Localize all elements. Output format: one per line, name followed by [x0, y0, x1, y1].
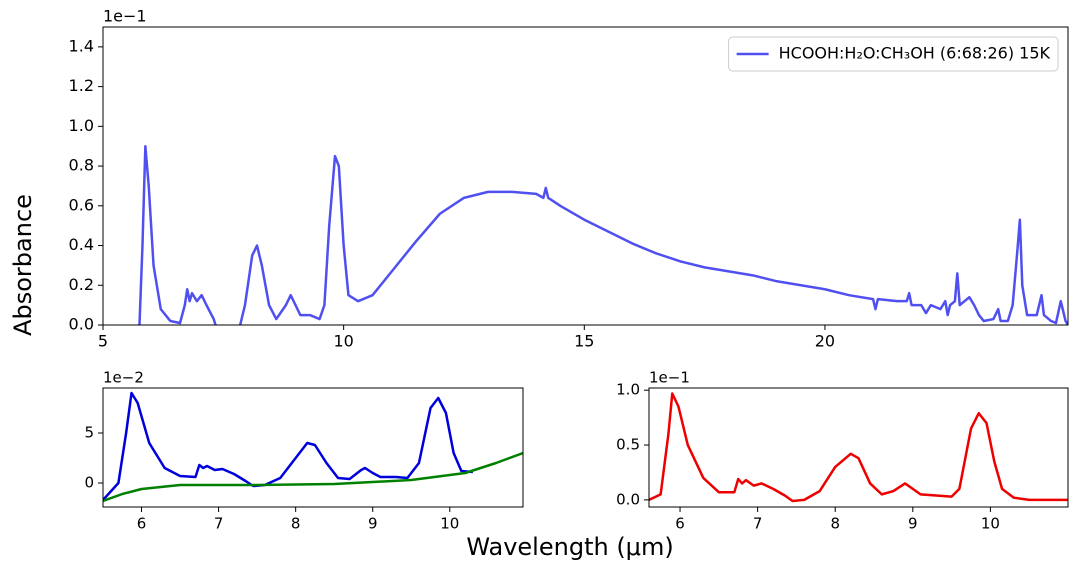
y-tick-label: 1.2	[69, 76, 94, 95]
subplot: 5 10 15 20 0.0 0.2 0.4 0.6 0.8 1.0 1.2 1.4 1e−1 HCOOH…	[69, 7, 1069, 351]
y-tick-label: 0.4	[69, 235, 94, 254]
x-tick-label: 15	[574, 332, 594, 351]
y-offset-label: 1e−2	[103, 369, 144, 387]
y-tick-label: 0	[84, 474, 94, 492]
x-tick-label: 8	[830, 515, 840, 533]
x-tick-label: 8	[291, 515, 301, 533]
x-tick-label: 5	[98, 332, 108, 351]
y-offset-label: 1e−1	[103, 7, 147, 26]
legend-label: HCOOH:H₂O:CH₃OH (6:68:26) 15K	[779, 44, 1051, 63]
x-tick-label: 6	[675, 515, 685, 533]
y-tick-label: 0.6	[69, 195, 94, 214]
subplot: 6 7 8 9 10 0.0 0.5 1.0 1e−1	[616, 369, 1069, 533]
x-tick-label: 7	[214, 515, 224, 533]
x-tick-label: 7	[753, 515, 763, 533]
axes-frame	[648, 387, 1069, 508]
y-tick-label: 0.2	[69, 275, 94, 294]
y-tick-label: 5	[84, 424, 94, 442]
legend: HCOOH:H₂O:CH₃OH (6:68:26) 15K	[728, 36, 1059, 72]
y-tick-label: 0.5	[616, 436, 640, 454]
data-line	[138, 144, 1068, 325]
subplot: 6 7 8 9 10 0 5 1e−2	[84, 369, 524, 533]
x-tick-label: 9	[908, 515, 918, 533]
x-tick-label: 10	[981, 515, 1000, 533]
x-tick-label: 9	[368, 515, 378, 533]
x-tick-label: 10	[440, 515, 459, 533]
data-line	[103, 451, 523, 503]
axes-frame	[102, 387, 524, 508]
y-tick-label: 1.4	[69, 36, 94, 55]
data-line	[649, 392, 1068, 503]
y-tick-label: 0.8	[69, 156, 94, 175]
y-tick-label: 1.0	[616, 381, 640, 399]
x-tick-label: 20	[815, 332, 835, 351]
axes-frame	[102, 26, 1069, 326]
y-tick-label: 1.0	[69, 116, 94, 135]
data-line	[103, 391, 474, 501]
x-tick-label: 6	[137, 515, 147, 533]
y-tick-label: 0.0	[616, 490, 640, 508]
y-axis-label: Absorbance	[9, 194, 37, 336]
x-tick-label: 10	[333, 332, 353, 351]
x-axis-label: Wavelength (μm)	[466, 533, 673, 561]
y-tick-label: 0.0	[69, 315, 94, 334]
legend-box	[728, 36, 1059, 72]
y-offset-label: 1e−1	[649, 369, 690, 387]
